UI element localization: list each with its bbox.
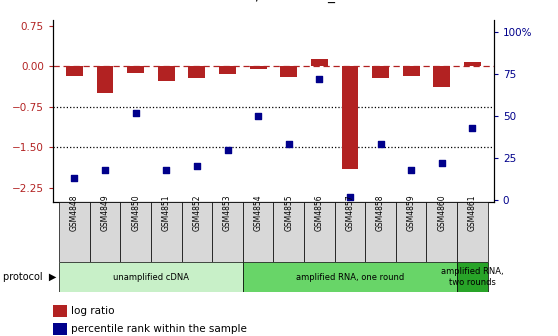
Text: GSM4859: GSM4859 (407, 194, 416, 230)
Text: amplified RNA, one round: amplified RNA, one round (296, 273, 404, 282)
Text: amplified RNA,
two rounds: amplified RNA, two rounds (441, 267, 504, 287)
Bar (158, 66, 175, 81)
Point (407, 167, 416, 172)
Bar (189, 66, 205, 78)
FancyBboxPatch shape (59, 202, 90, 262)
Text: unamplified cDNA: unamplified cDNA (113, 273, 189, 282)
Text: GSM4852: GSM4852 (193, 194, 201, 230)
Bar (341, 66, 358, 169)
FancyBboxPatch shape (335, 202, 365, 262)
FancyBboxPatch shape (243, 262, 457, 292)
Point (100, 167, 109, 172)
FancyBboxPatch shape (457, 202, 488, 262)
Bar (403, 66, 420, 76)
Bar (372, 66, 389, 78)
Point (345, 194, 354, 199)
Text: GSM4853: GSM4853 (223, 194, 232, 230)
Text: GSM4856: GSM4856 (315, 194, 324, 230)
Text: GSM4855: GSM4855 (284, 194, 293, 230)
Point (162, 167, 171, 172)
Text: GSM4850: GSM4850 (131, 194, 140, 230)
Text: GSM4851: GSM4851 (162, 194, 171, 230)
Bar (127, 66, 144, 73)
FancyBboxPatch shape (426, 202, 457, 262)
Bar (311, 58, 328, 66)
Bar (219, 66, 236, 74)
Text: GSM4860: GSM4860 (437, 194, 446, 230)
Point (437, 160, 446, 166)
Text: GSM4849: GSM4849 (100, 194, 109, 230)
FancyBboxPatch shape (396, 202, 426, 262)
Text: GDS222 / H006349_01: GDS222 / H006349_01 (195, 0, 352, 3)
Bar (464, 62, 481, 66)
Point (315, 76, 324, 82)
Text: percentile rank within the sample: percentile rank within the sample (71, 324, 247, 334)
Point (284, 142, 293, 147)
Point (70, 175, 79, 181)
Text: GSM4861: GSM4861 (468, 194, 477, 230)
FancyBboxPatch shape (181, 202, 212, 262)
Text: log ratio: log ratio (71, 306, 114, 316)
Point (254, 113, 263, 119)
Point (131, 110, 140, 115)
FancyBboxPatch shape (59, 262, 243, 292)
FancyBboxPatch shape (457, 262, 488, 292)
FancyBboxPatch shape (90, 202, 121, 262)
FancyBboxPatch shape (212, 202, 243, 262)
Point (468, 125, 477, 130)
Text: GSM4848: GSM4848 (70, 194, 79, 230)
FancyBboxPatch shape (243, 202, 273, 262)
Text: protocol  ▶: protocol ▶ (3, 272, 56, 282)
FancyBboxPatch shape (273, 202, 304, 262)
FancyBboxPatch shape (304, 202, 335, 262)
Text: GSM4854: GSM4854 (254, 194, 263, 230)
Text: GSM4858: GSM4858 (376, 194, 385, 230)
FancyBboxPatch shape (365, 202, 396, 262)
Bar (434, 66, 450, 87)
Text: GSM4857: GSM4857 (345, 194, 354, 230)
FancyBboxPatch shape (121, 202, 151, 262)
Point (223, 147, 232, 152)
FancyBboxPatch shape (151, 202, 181, 262)
Bar (249, 66, 267, 69)
Point (193, 164, 201, 169)
Bar (280, 66, 297, 77)
Point (376, 142, 385, 147)
Bar (97, 66, 113, 93)
Bar (66, 66, 83, 76)
